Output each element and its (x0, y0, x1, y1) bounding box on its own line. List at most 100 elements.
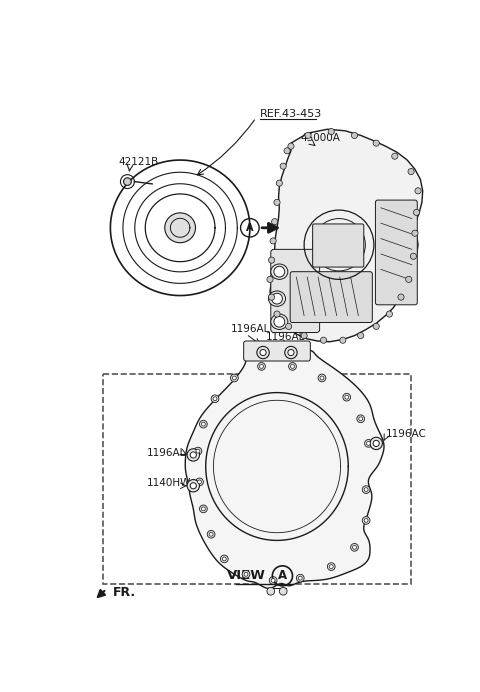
Circle shape (207, 530, 215, 538)
Circle shape (359, 417, 362, 421)
Circle shape (196, 449, 200, 453)
Circle shape (211, 395, 219, 403)
Ellipse shape (123, 178, 132, 185)
Text: 1196AL: 1196AL (147, 448, 186, 457)
Circle shape (345, 395, 348, 399)
Circle shape (274, 199, 280, 206)
Polygon shape (270, 129, 423, 342)
Circle shape (222, 557, 226, 561)
Circle shape (415, 188, 421, 194)
Circle shape (202, 507, 205, 511)
Circle shape (190, 452, 196, 458)
Circle shape (305, 132, 311, 138)
Circle shape (232, 376, 236, 380)
Circle shape (350, 543, 359, 552)
Circle shape (343, 393, 350, 401)
Circle shape (274, 266, 285, 277)
Circle shape (209, 532, 213, 536)
Circle shape (257, 347, 269, 358)
Circle shape (367, 441, 371, 446)
Circle shape (258, 363, 265, 370)
Circle shape (268, 294, 275, 300)
Circle shape (296, 574, 304, 582)
Text: REF.43-453: REF.43-453 (260, 109, 322, 119)
Circle shape (410, 253, 417, 260)
Ellipse shape (268, 291, 286, 307)
Circle shape (196, 478, 204, 486)
Circle shape (290, 365, 294, 368)
Circle shape (200, 505, 207, 513)
FancyBboxPatch shape (312, 224, 364, 267)
FancyBboxPatch shape (290, 272, 372, 322)
Circle shape (187, 449, 200, 461)
Circle shape (362, 516, 370, 525)
Circle shape (274, 311, 280, 317)
Circle shape (364, 488, 368, 491)
Text: 1196AL: 1196AL (265, 332, 305, 342)
Circle shape (276, 180, 282, 186)
Bar (103, 374, 411, 583)
Circle shape (187, 480, 200, 492)
Circle shape (392, 153, 398, 159)
Circle shape (260, 349, 266, 356)
Circle shape (202, 422, 205, 426)
Circle shape (213, 397, 217, 401)
Circle shape (242, 570, 250, 578)
Circle shape (267, 588, 275, 595)
Circle shape (321, 337, 326, 343)
Ellipse shape (271, 264, 288, 280)
Circle shape (301, 333, 307, 338)
Circle shape (288, 363, 296, 370)
Circle shape (267, 276, 273, 282)
Circle shape (288, 143, 294, 149)
Circle shape (320, 376, 324, 380)
Polygon shape (185, 346, 384, 588)
Circle shape (340, 337, 346, 343)
FancyBboxPatch shape (271, 249, 320, 333)
Circle shape (398, 294, 404, 300)
Circle shape (190, 482, 196, 489)
FancyBboxPatch shape (244, 341, 311, 361)
Circle shape (288, 349, 294, 356)
Circle shape (260, 365, 264, 368)
Circle shape (373, 440, 379, 446)
Circle shape (279, 588, 287, 595)
Circle shape (194, 447, 202, 455)
Circle shape (408, 169, 414, 174)
Circle shape (298, 576, 302, 580)
Circle shape (200, 420, 207, 428)
Text: 42121B: 42121B (118, 156, 158, 167)
Circle shape (220, 555, 228, 563)
Circle shape (280, 163, 286, 170)
Circle shape (327, 563, 335, 570)
Circle shape (328, 129, 335, 135)
Text: VIEW: VIEW (227, 570, 265, 583)
Circle shape (357, 415, 365, 423)
Circle shape (230, 374, 238, 382)
Circle shape (351, 132, 358, 138)
FancyBboxPatch shape (375, 200, 417, 304)
Text: FR.: FR. (113, 586, 136, 599)
Circle shape (329, 565, 333, 569)
Polygon shape (165, 213, 195, 243)
Circle shape (270, 238, 276, 244)
Circle shape (406, 276, 412, 282)
Circle shape (268, 257, 275, 263)
Circle shape (269, 576, 277, 584)
Text: 1140HW: 1140HW (147, 478, 191, 489)
Circle shape (198, 480, 202, 484)
Text: 1196AL: 1196AL (230, 325, 270, 334)
Circle shape (284, 147, 290, 154)
Circle shape (272, 293, 282, 304)
Ellipse shape (271, 314, 288, 329)
Circle shape (358, 333, 364, 338)
Text: A: A (278, 570, 287, 583)
Circle shape (353, 545, 357, 549)
Circle shape (272, 219, 278, 225)
Circle shape (365, 439, 372, 447)
Text: 45000A: 45000A (300, 134, 340, 143)
Circle shape (370, 437, 383, 450)
Circle shape (413, 209, 420, 215)
Circle shape (386, 311, 393, 317)
Circle shape (271, 579, 275, 583)
